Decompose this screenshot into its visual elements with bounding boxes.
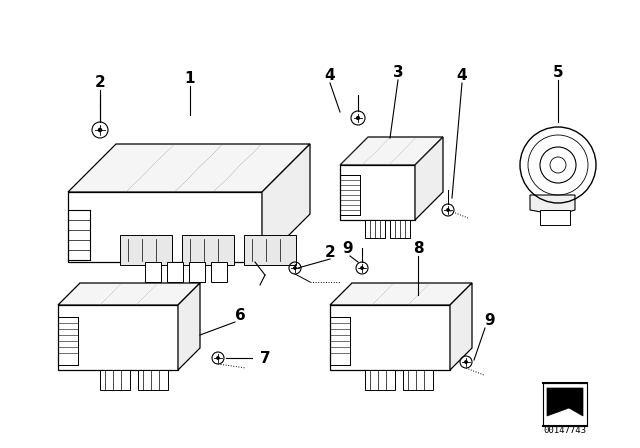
Circle shape bbox=[99, 129, 102, 132]
Polygon shape bbox=[403, 370, 433, 390]
Text: 6: 6 bbox=[235, 307, 245, 323]
Polygon shape bbox=[543, 383, 587, 426]
Polygon shape bbox=[330, 305, 450, 370]
Circle shape bbox=[447, 209, 449, 211]
Text: 2: 2 bbox=[95, 74, 106, 90]
Text: 3: 3 bbox=[393, 65, 403, 79]
Text: 1: 1 bbox=[185, 70, 195, 86]
Polygon shape bbox=[340, 137, 443, 165]
Polygon shape bbox=[415, 137, 443, 220]
Polygon shape bbox=[58, 283, 200, 305]
Polygon shape bbox=[365, 220, 385, 238]
Polygon shape bbox=[340, 165, 415, 220]
Polygon shape bbox=[68, 144, 310, 192]
Circle shape bbox=[356, 116, 360, 120]
Polygon shape bbox=[100, 370, 130, 390]
Polygon shape bbox=[58, 305, 178, 370]
Polygon shape bbox=[189, 262, 205, 282]
Text: 2: 2 bbox=[324, 245, 335, 259]
Polygon shape bbox=[547, 388, 583, 416]
Polygon shape bbox=[262, 144, 310, 262]
Circle shape bbox=[465, 361, 467, 363]
Polygon shape bbox=[530, 195, 575, 215]
Text: 4: 4 bbox=[457, 68, 467, 82]
Polygon shape bbox=[167, 262, 183, 282]
Polygon shape bbox=[450, 283, 472, 370]
Polygon shape bbox=[182, 235, 234, 265]
Polygon shape bbox=[120, 235, 172, 265]
Text: 7: 7 bbox=[260, 350, 270, 366]
Text: 5: 5 bbox=[553, 65, 563, 79]
Circle shape bbox=[217, 357, 219, 359]
Text: 00147743: 00147743 bbox=[543, 426, 586, 435]
Polygon shape bbox=[68, 192, 262, 262]
Polygon shape bbox=[145, 262, 161, 282]
Text: 9: 9 bbox=[342, 241, 353, 255]
Polygon shape bbox=[540, 210, 570, 225]
Polygon shape bbox=[330, 283, 472, 305]
Text: 9: 9 bbox=[484, 313, 495, 327]
Polygon shape bbox=[365, 370, 395, 390]
Polygon shape bbox=[178, 283, 200, 370]
Circle shape bbox=[294, 267, 296, 269]
Circle shape bbox=[361, 267, 364, 269]
Polygon shape bbox=[211, 262, 227, 282]
Text: 8: 8 bbox=[413, 241, 423, 255]
Text: 4: 4 bbox=[324, 68, 335, 82]
Polygon shape bbox=[244, 235, 296, 265]
Polygon shape bbox=[390, 220, 410, 238]
Polygon shape bbox=[138, 370, 168, 390]
